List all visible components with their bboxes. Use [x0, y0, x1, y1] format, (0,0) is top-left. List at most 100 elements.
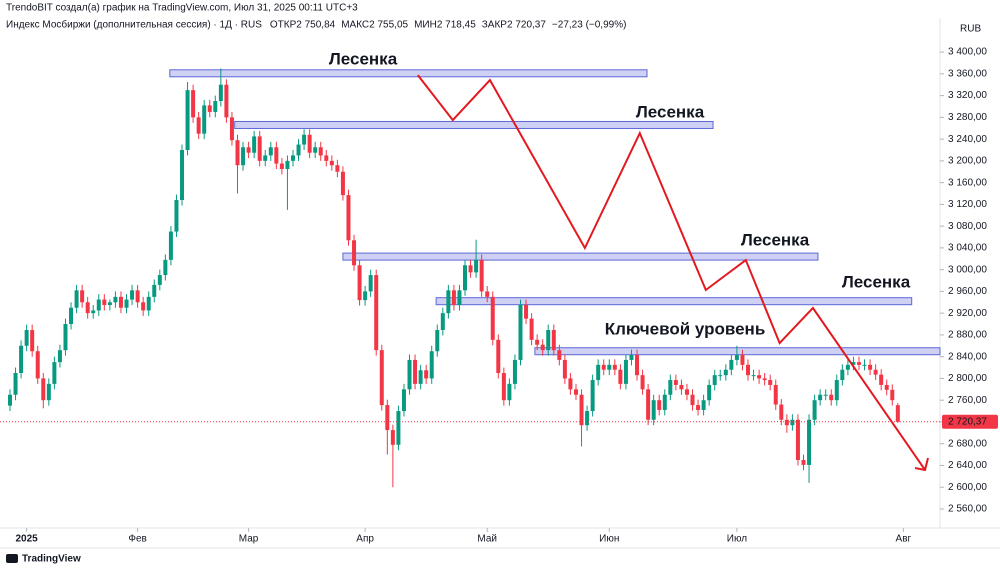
candle-body [856, 362, 861, 365]
x-tick-label: Апр [356, 534, 374, 545]
candle-body [363, 291, 368, 301]
y-tick-label: 3 200,00 [948, 156, 987, 167]
candle-body [180, 149, 185, 201]
candle-body [879, 374, 884, 385]
candle-body [146, 296, 151, 311]
candle-body [285, 160, 290, 170]
y-tick-label: 3 040,00 [948, 243, 987, 254]
candle-body [157, 275, 162, 285]
y-tick-label: 2 800,00 [948, 373, 987, 384]
candle-body [390, 430, 395, 445]
candle-body [512, 359, 517, 384]
candle-body [74, 290, 79, 308]
candle-body [723, 369, 728, 376]
y-tick-label: 2 760,00 [948, 395, 987, 406]
last-price-box [942, 414, 998, 429]
candle-body [840, 369, 845, 381]
candle-body [229, 117, 234, 141]
candle-body [163, 259, 168, 276]
candle-body [202, 105, 207, 134]
candle-body [41, 378, 46, 401]
candle-body [718, 375, 723, 377]
level-zone [342, 252, 819, 261]
candle-body [440, 313, 445, 331]
candle-body [651, 400, 656, 420]
y-tick-label: 2 560,00 [948, 504, 987, 515]
candle-body [424, 370, 429, 379]
candle-body [540, 344, 545, 351]
candle-body [124, 299, 129, 308]
candle-body [19, 345, 24, 373]
candle-body [579, 394, 584, 426]
candle-body [779, 404, 784, 420]
candle-body [701, 400, 706, 410]
candle-body [684, 389, 689, 395]
candle-body [623, 359, 628, 384]
candle-body [640, 375, 645, 390]
x-tick-label: 2025 [16, 534, 39, 545]
candle-body [773, 384, 778, 405]
candle-body [712, 375, 717, 385]
candle-body [734, 355, 739, 360]
y-tick-label: 3 280,00 [948, 112, 987, 123]
candle-body [501, 372, 506, 401]
candle-body [279, 163, 284, 170]
currency: RUB [960, 24, 981, 35]
x-tick-label: Май [477, 534, 497, 545]
candle-body [546, 330, 551, 351]
candle-body [235, 140, 240, 166]
candle-body [340, 171, 345, 196]
candle-body [385, 405, 390, 431]
candle-body [529, 318, 534, 340]
candle-body [435, 330, 440, 352]
candle-body [352, 240, 357, 266]
annotation: Ключевой уровень [605, 319, 766, 338]
y-tick-label: 2 600,00 [948, 482, 987, 493]
candle-body [118, 296, 123, 308]
candle-body [485, 291, 490, 297]
y-tick-label: 3 080,00 [948, 221, 987, 232]
candle-body [174, 200, 179, 232]
candle-body [657, 400, 662, 410]
candle-body [696, 405, 701, 410]
candle-body [213, 101, 218, 112]
candle-body [829, 394, 834, 401]
candle-body [52, 362, 57, 384]
candle-body [135, 290, 140, 303]
y-tick-label: 3 320,00 [948, 90, 987, 101]
candle-body [474, 259, 479, 273]
candle-body [496, 339, 501, 373]
candle-body [196, 117, 201, 134]
candle-body [418, 370, 423, 384]
candle-body [35, 351, 40, 379]
candle-body [751, 375, 756, 377]
candle-body [446, 290, 451, 314]
ohlc-label: ОТКР [270, 20, 297, 31]
x-tick-label: Мар [239, 534, 259, 545]
candle-body [740, 355, 745, 365]
candle-body [862, 364, 867, 366]
y-tick-label: 3 120,00 [948, 199, 987, 210]
candle-body [668, 380, 673, 395]
annotation: Лесенка [842, 272, 911, 291]
candle-body [823, 394, 828, 396]
y-tick-label: 2 840,00 [948, 351, 987, 362]
candle-body [374, 275, 379, 351]
candle-body [268, 147, 273, 156]
candle-body [252, 136, 257, 153]
y-tick-label: 3 240,00 [948, 134, 987, 145]
y-tick-label: 2 640,00 [948, 460, 987, 471]
candle-body [218, 84, 223, 102]
annotation: Лесенка [741, 230, 810, 249]
candle-body [30, 330, 35, 352]
x-tick-label: Июн [599, 534, 619, 545]
candle-body [729, 359, 734, 370]
candle-body [57, 350, 62, 363]
candle-body [524, 305, 529, 319]
candle-body [318, 147, 323, 156]
x-tick-label: Авг [896, 534, 912, 545]
zigzag-line [417, 74, 926, 471]
candle-body [290, 155, 295, 161]
candle-body [790, 419, 795, 426]
